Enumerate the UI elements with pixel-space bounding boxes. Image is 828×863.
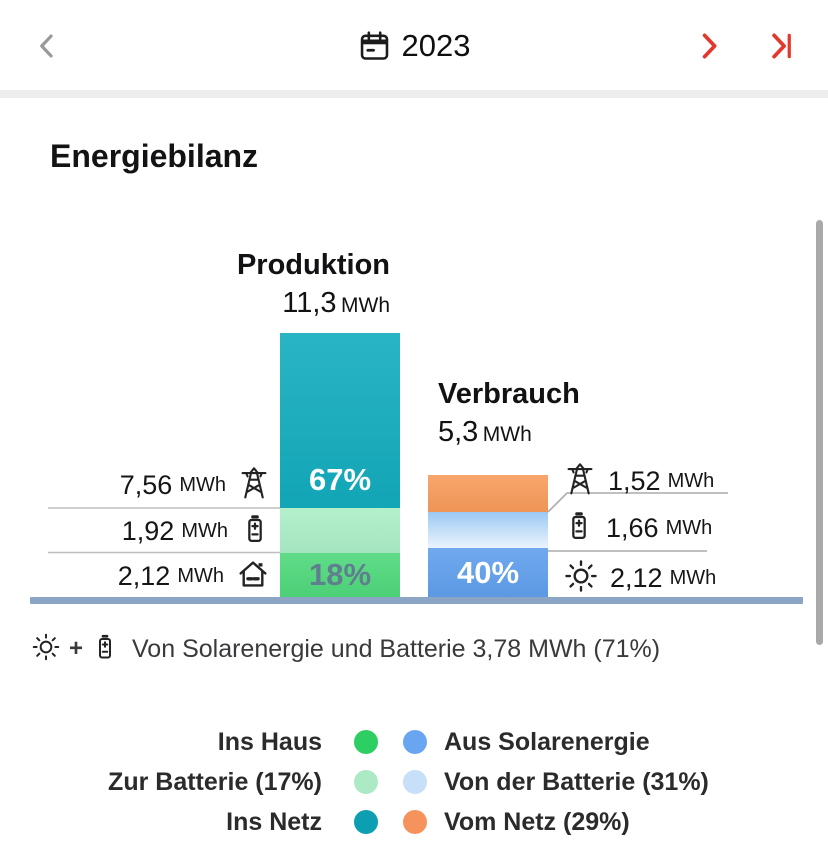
production-to-house-label: 2,12 MWh <box>118 554 272 598</box>
house-icon <box>234 556 272 597</box>
consumption-total-value: 5,3 <box>438 416 479 448</box>
legend-row: Ins Netz Vom Netz (29%) <box>0 802 828 842</box>
legend-dot-von-der-batterie <box>403 770 427 794</box>
previous-period-button[interactable] <box>24 23 70 69</box>
production-segment-to-battery <box>280 508 400 553</box>
sun-icon <box>562 557 600 600</box>
to-grid-unit: MWh <box>179 473 226 496</box>
legend-label-vom-netz: Vom Netz (29%) <box>444 808 630 836</box>
production-segment-to-house: 18% <box>280 553 400 597</box>
from-battery-value: 1,66 <box>606 512 659 543</box>
chevron-right-to-end-icon <box>772 33 791 59</box>
legend-label-aus-solarenergie: Aus Solarenergie <box>444 728 650 756</box>
period-label: 2023 <box>401 28 471 63</box>
consumption-total-unit: MWh <box>482 423 532 446</box>
sun-icon <box>30 631 62 668</box>
production-total: 11,3 MWh <box>282 287 390 320</box>
consumption-from-grid-label: 1,52 MWh <box>562 458 714 504</box>
consumption-segment-from-solar: 40% <box>428 548 548 597</box>
connector-lines <box>48 492 728 554</box>
next-period-button[interactable] <box>686 23 732 69</box>
chevron-right-icon <box>702 33 717 59</box>
to-battery-unit: MWh <box>181 519 228 542</box>
consumption-bar: 40% <box>428 475 548 597</box>
latest-period-button[interactable] <box>758 23 804 69</box>
page-title: Energiebilanz <box>50 138 259 174</box>
production-segment-to-grid: 67% <box>280 333 400 508</box>
plus-sign: + <box>69 635 84 662</box>
consumption-from-solar-percent: 40% <box>456 554 520 590</box>
chevron-left-icon <box>40 34 53 58</box>
consumption-total: 5,3 MWh <box>438 416 532 449</box>
production-bar: 67% 18% <box>280 333 400 597</box>
legend-row: Zur Batterie (17%) Von der Batterie (31%… <box>0 762 828 802</box>
from-solar-unit: MWh <box>669 566 717 589</box>
to-grid-value: 7,56 <box>119 469 173 500</box>
from-battery-unit: MWh <box>665 516 713 539</box>
from-grid-unit: MWh <box>667 469 715 492</box>
to-house-value: 2,12 <box>117 560 171 591</box>
consumption-from-battery-label: 1,66 MWh <box>562 506 712 550</box>
consumption-segment-from-battery <box>428 512 548 548</box>
power-pylon-icon <box>562 459 598 504</box>
legend-dot-ins-netz <box>354 810 378 834</box>
consumption-segment-from-grid <box>428 475 548 512</box>
legend-row: Ins Haus Aus Solarenergie <box>0 722 828 762</box>
legend-dot-vom-netz <box>403 810 427 834</box>
chart-legend: Ins Haus Aus Solarenergie Zur Batterie (… <box>0 722 828 842</box>
battery-icon <box>238 510 272 553</box>
solar-battery-summary: + Von Solarenergie und Batterie 3,78 MWh… <box>30 629 660 669</box>
battery-icon <box>90 630 120 669</box>
production-title: Produktion <box>236 249 390 281</box>
legend-label-von-der-batterie: Von der Batterie (31%) <box>444 768 709 796</box>
from-grid-value: 1,52 <box>608 465 661 496</box>
legend-dot-zur-batterie <box>354 770 378 794</box>
scrollbar-thumb[interactable] <box>816 220 823 645</box>
power-pylon-icon <box>236 463 272 508</box>
legend-dot-aus-solarenergie <box>403 730 427 754</box>
period-selector[interactable]: 2023 <box>352 23 477 69</box>
production-to-grid-label: 7,56 MWh <box>120 462 272 508</box>
production-to-grid-percent: 67% <box>308 462 372 497</box>
production-to-battery-label: 1,92 MWh <box>122 509 272 553</box>
consumption-title: Verbrauch <box>438 378 580 410</box>
from-solar-value: 2,12 <box>610 562 663 593</box>
legend-label-ins-netz: Ins Netz <box>226 808 322 836</box>
production-total-unit: MWh <box>341 294 390 317</box>
legend-label-zur-batterie: Zur Batterie (17%) <box>108 768 322 796</box>
to-house-unit: MWh <box>177 564 224 587</box>
to-battery-value: 1,92 <box>121 515 175 546</box>
production-total-value: 11,3 <box>282 287 337 319</box>
legend-label-ins-haus: Ins Haus <box>217 728 322 756</box>
consumption-from-solar-label: 2,12 MWh <box>562 556 716 600</box>
battery-icon <box>562 507 596 550</box>
period-navigation-bar: 2023 <box>0 0 828 98</box>
summary-text: Von Solarenergie und Batterie 3,78 MWh (… <box>132 634 661 663</box>
chart-baseline <box>30 597 803 604</box>
production-to-house-percent: 18% <box>308 557 372 592</box>
legend-dot-ins-haus <box>354 730 378 754</box>
calendar-icon <box>360 31 389 60</box>
energy-balance-chart: Produktion 11,3 MWh 67% 18% Verbrauch 5,… <box>30 249 803 604</box>
